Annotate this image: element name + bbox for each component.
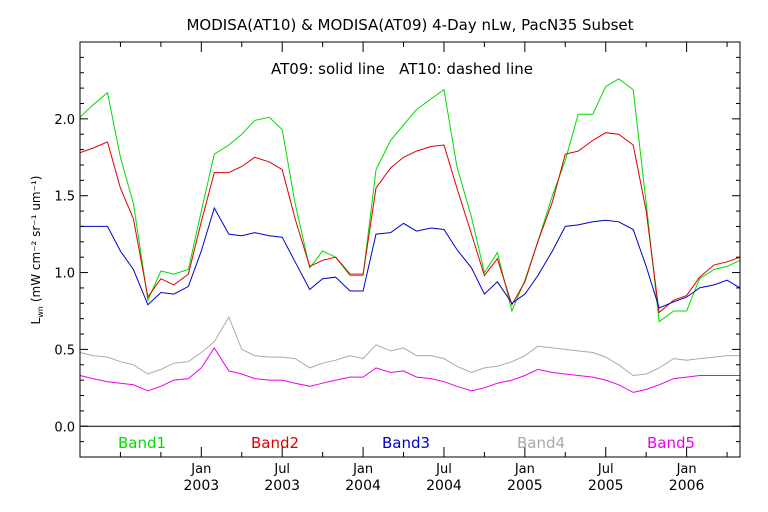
- x-tick-label-month: Jan: [190, 462, 211, 477]
- y-tick-label: 2.0: [54, 113, 75, 128]
- line-style-annotation: AT09: solid line AT10: dashed line: [271, 60, 533, 78]
- y-tick-label: 0.5: [54, 343, 75, 358]
- x-tick-label-year: 2004: [426, 478, 462, 494]
- plot-series: [79, 78, 741, 393]
- x-tick-label-year: 2003: [264, 478, 300, 494]
- x-tick-label-month: Jul: [597, 462, 614, 477]
- y-axis-label-main: L: [29, 317, 43, 324]
- y-axis-label: Lwn (mW cm⁻² sr⁻¹ um⁻¹): [29, 176, 45, 325]
- x-tick-label-year: 2003: [184, 478, 220, 494]
- y-axis-label-sub: wn: [36, 306, 45, 318]
- series-line-band2: [79, 132, 741, 314]
- chart-title: MODISA(AT10) & MODISA(AT09) 4-Day nLw, P…: [186, 16, 633, 34]
- series-line-band4: [79, 315, 740, 377]
- x-tick-label-month: Jan: [514, 462, 535, 477]
- plot-frame: [79, 41, 741, 458]
- x-tick-label-month: Jan: [676, 462, 697, 477]
- y-axis-label-units: (mW cm⁻² sr⁻¹ um⁻¹): [29, 176, 43, 303]
- series-line-band3: [80, 206, 741, 309]
- svg-text:Lwn(mW cm⁻² sr⁻¹ um⁻¹): Lwn (mW cm⁻² sr⁻¹ um⁻¹): [29, 176, 45, 325]
- legend: Band1 Band2 Band3 Band4 Band5: [118, 434, 695, 452]
- axes: 0.00.51.01.52.0Jan2003Jul2003Jan2004Jul2…: [54, 41, 741, 494]
- series-line-band1: [79, 78, 741, 323]
- x-tick-label-year: 2005: [507, 478, 543, 494]
- x-tick-label-month: Jul: [273, 462, 290, 477]
- y-tick-label: 1.0: [54, 267, 75, 282]
- series-line-band5: [79, 346, 740, 393]
- x-tick-label-year: 2005: [588, 478, 624, 494]
- x-tick-label-month: Jan: [352, 462, 373, 477]
- x-tick-label-year: 2004: [345, 478, 381, 494]
- y-tick-label: 1.5: [54, 190, 75, 205]
- legend-label-band5: Band5: [647, 434, 695, 452]
- x-tick-label-year: 2006: [669, 478, 705, 494]
- y-tick-label: 0.0: [54, 420, 75, 435]
- legend-label-band1: Band1: [118, 434, 166, 452]
- x-tick-label-month: Jul: [435, 462, 452, 477]
- legend-label-band3: Band3: [382, 434, 430, 452]
- legend-label-band2: Band2: [251, 434, 299, 452]
- legend-label-band4: Band4: [517, 434, 565, 452]
